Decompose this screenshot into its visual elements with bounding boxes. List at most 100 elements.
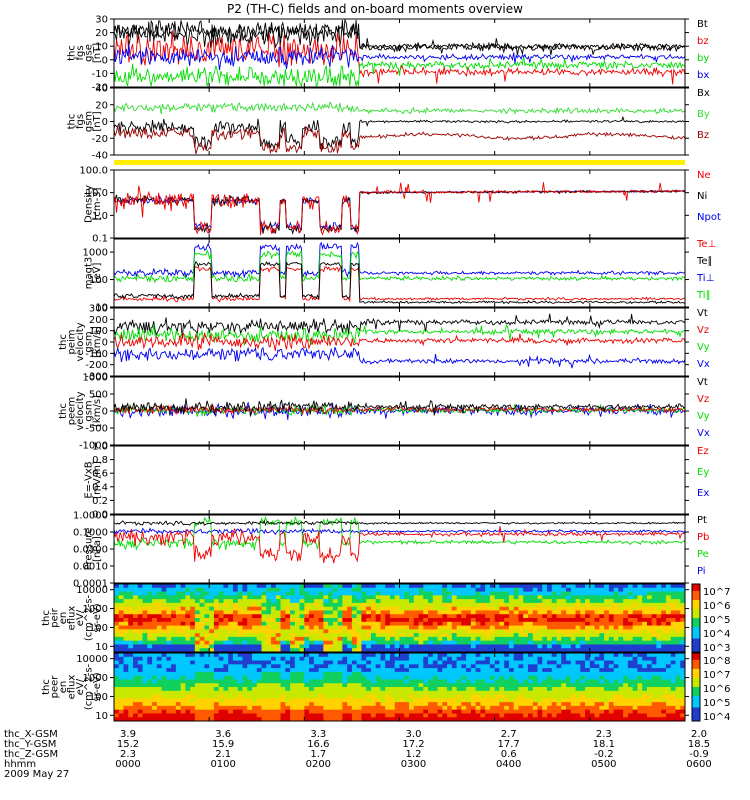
- spectrogram-cell: [485, 633, 491, 638]
- spectrogram-cell: [185, 629, 191, 634]
- spectrogram-cell: [266, 713, 272, 718]
- spectrogram-cell: [570, 690, 577, 696]
- spectrogram-cell: [175, 610, 182, 615]
- spectrogram-cell: [142, 702, 148, 707]
- spectrogram-cell: [461, 683, 467, 688]
- spectrogram-cell: [551, 640, 558, 645]
- spectrogram-cell: [556, 679, 562, 684]
- spectrogram-cell: [271, 694, 277, 699]
- spectrogram-cell: [137, 668, 144, 673]
- spectrogram-cell: [418, 644, 424, 649]
- spectrogram-cell: [661, 675, 667, 680]
- spectrogram-cell: [575, 671, 581, 677]
- spectrogram-cell: [204, 610, 210, 615]
- spectrogram-cell: [318, 709, 324, 714]
- spectrogram-cell: [361, 660, 367, 665]
- spectrogram-cell: [432, 656, 439, 662]
- spectrogram-cell: [294, 595, 301, 600]
- spectrogram-cell: [399, 671, 405, 677]
- spectrogram-cell: [266, 671, 272, 677]
- spectrogram-cell: [518, 584, 524, 589]
- spectrogram-cell: [261, 587, 267, 593]
- spectrogram-cell: [118, 683, 125, 688]
- spectrogram-cell: [180, 675, 186, 680]
- spectrogram-cell: [347, 636, 353, 642]
- spectrogram-cell: [504, 591, 510, 596]
- spectrogram-cell: [247, 648, 253, 653]
- panel-temperature: [113, 238, 686, 308]
- spectrogram-cell: [627, 640, 634, 645]
- spectrogram-cell: [646, 671, 653, 677]
- spectrogram-cell: [675, 618, 681, 623]
- spectrogram-cell: [361, 653, 367, 658]
- spectrogram-cell: [128, 705, 134, 711]
- spectrogram-cell: [309, 668, 315, 673]
- spectrogram-cell: [532, 625, 538, 630]
- spectrogram-cell: [114, 713, 120, 718]
- spectrogram-cell: [413, 644, 420, 649]
- spectrogram-cell: [194, 687, 201, 692]
- spectrogram-cell: [451, 629, 458, 634]
- spectrogram-cell: [394, 694, 400, 699]
- spectrogram-cell: [218, 584, 224, 589]
- spectrogram-cell: [280, 671, 286, 677]
- spectrogram-cell: [585, 717, 591, 722]
- spectrogram-cell: [394, 587, 400, 593]
- spectrogram-cell: [380, 648, 386, 653]
- spectrogram-cell: [627, 694, 634, 699]
- spectrogram-cell: [237, 709, 243, 714]
- spectrogram-cell: [432, 644, 439, 649]
- spectrogram-cell: [375, 705, 381, 711]
- spectrogram-cell: [285, 636, 291, 642]
- spectrogram-cell: [161, 610, 167, 615]
- spectrogram-cell: [389, 591, 396, 596]
- spectrogram-cell: [556, 653, 562, 658]
- spectrogram-cell: [156, 694, 163, 699]
- spectrogram-cell: [394, 648, 400, 653]
- spectrogram-cell: [256, 690, 263, 696]
- spectrogram-cell: [480, 671, 486, 677]
- spectrogram-cell: [271, 636, 277, 642]
- spectrogram-cell: [166, 664, 172, 669]
- spectrogram-cell: [642, 644, 648, 649]
- spectrogram-cell: [513, 636, 519, 642]
- spectrogram-cell: [661, 702, 667, 707]
- spectrogram-cell: [351, 606, 358, 611]
- spectrogram-cell: [247, 633, 253, 638]
- spectrogram-cell: [161, 648, 167, 653]
- spectrogram-cell: [328, 694, 334, 699]
- spectrogram-cell: [532, 584, 538, 589]
- spectrogram-cell: [642, 671, 648, 677]
- spectrogram-cell: [413, 621, 420, 627]
- spectrogram-cell: [251, 636, 258, 642]
- spectrogram-cell: [209, 664, 215, 669]
- spectrogram-cell: [480, 656, 486, 662]
- spectrogram-cell: [675, 610, 681, 615]
- spectrogram-cell: [161, 599, 167, 604]
- spectrogram-cell: [451, 713, 458, 718]
- spectrogram-cell: [128, 656, 134, 662]
- spectrogram-cell: [309, 587, 315, 593]
- spectrogram-cell: [608, 690, 615, 696]
- spectrogram-cell: [537, 702, 543, 707]
- spectrogram-cell: [547, 621, 553, 627]
- spectrogram-cell: [242, 679, 248, 684]
- spectrogram-cell: [232, 717, 239, 722]
- spectrogram-cell: [599, 713, 605, 718]
- spectrogram-cell: [551, 713, 558, 718]
- spectrogram-cell: [499, 668, 505, 673]
- spectrogram-cell: [618, 664, 624, 669]
- spectrogram-cell: [642, 679, 648, 684]
- spectrogram-cell: [285, 656, 291, 662]
- spectrogram-cell: [190, 625, 196, 630]
- spectrogram-cell: [409, 694, 415, 699]
- spectrogram-cell: [118, 648, 125, 653]
- spectrogram-cell: [137, 675, 144, 680]
- spectrogram-cell: [232, 671, 239, 677]
- spectrogram-cell: [485, 644, 491, 649]
- spectrogram-cell: [375, 675, 381, 680]
- spectrogram-cell: [475, 606, 481, 611]
- spectrogram-cell: [290, 656, 296, 662]
- spectrogram-cell: [442, 591, 448, 596]
- spectrogram-cell: [190, 668, 196, 673]
